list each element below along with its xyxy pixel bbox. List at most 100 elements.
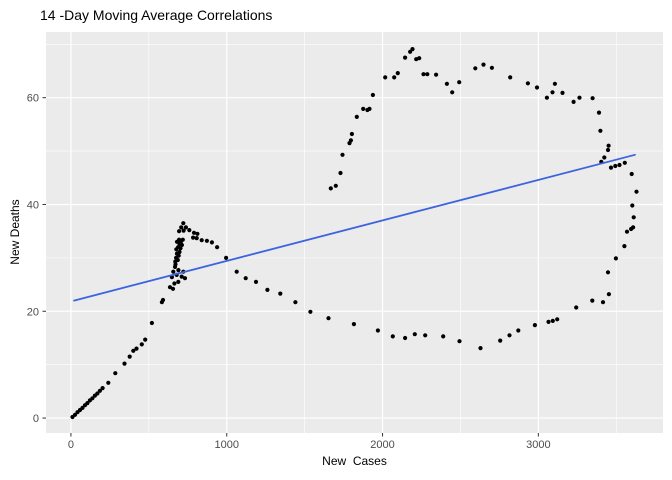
data-point — [444, 81, 449, 86]
data-point — [412, 332, 417, 337]
data-point — [194, 236, 199, 241]
x-axis-title: New Cases — [322, 454, 387, 468]
data-point — [347, 141, 352, 146]
data-point — [423, 333, 428, 338]
data-point — [622, 160, 627, 165]
data-point — [634, 189, 639, 194]
data-point — [171, 269, 176, 274]
data-point — [338, 170, 343, 176]
data-point — [606, 292, 612, 297]
data-point — [596, 110, 602, 115]
data-point — [181, 221, 186, 226]
data-point — [489, 65, 494, 70]
data-point — [608, 165, 614, 170]
data-point — [478, 346, 483, 351]
data-point — [600, 300, 606, 305]
x-tick-label: 0 — [68, 439, 74, 451]
data-point — [421, 72, 426, 77]
data-point — [617, 162, 622, 168]
data-point — [170, 286, 176, 291]
data-point — [293, 300, 298, 305]
data-point — [410, 47, 415, 52]
data-point — [622, 244, 627, 249]
data-point — [574, 305, 579, 310]
data-point — [613, 163, 618, 169]
data-point — [191, 235, 196, 240]
data-point — [550, 318, 555, 323]
data-point — [606, 143, 611, 148]
y-tick-label: 40 — [27, 199, 39, 211]
data-point — [375, 328, 380, 333]
data-point — [351, 322, 356, 327]
data-point — [95, 391, 100, 396]
data-point — [80, 405, 85, 410]
data-point — [544, 95, 550, 100]
data-point — [177, 249, 182, 255]
data-point — [403, 335, 408, 341]
data-point — [187, 228, 192, 233]
data-point — [199, 238, 204, 243]
data-point — [127, 354, 132, 359]
data-point — [450, 90, 455, 95]
data-point — [598, 128, 603, 133]
data-point — [425, 72, 430, 77]
y-tick-label: 60 — [27, 93, 39, 105]
data-point — [552, 81, 558, 86]
data-point — [85, 401, 90, 406]
data-point — [97, 388, 102, 393]
data-point — [333, 183, 338, 188]
x-tick-label: 2000 — [370, 439, 394, 451]
data-point — [508, 75, 513, 80]
data-point — [177, 229, 182, 234]
data-point — [408, 49, 413, 54]
data-point — [534, 85, 540, 90]
data-point — [590, 298, 595, 303]
data-point — [113, 371, 118, 376]
y-tick-label: 20 — [27, 306, 39, 318]
data-point — [555, 317, 560, 322]
data-point — [179, 274, 184, 279]
data-point — [571, 99, 576, 104]
data-point — [507, 333, 512, 338]
data-point — [516, 328, 521, 333]
data-point — [243, 276, 248, 281]
data-point — [172, 281, 177, 286]
data-point — [326, 316, 331, 321]
data-point — [173, 262, 178, 267]
data-point — [560, 90, 565, 95]
data-point — [175, 257, 180, 263]
data-point — [215, 245, 220, 250]
data-point — [481, 62, 486, 67]
data-point — [631, 225, 636, 230]
data-point — [253, 279, 259, 284]
data-point — [278, 291, 283, 296]
data-point — [160, 297, 166, 303]
data-point — [340, 152, 345, 157]
data-point — [403, 55, 408, 60]
data-point — [414, 57, 419, 62]
data-point — [179, 225, 184, 230]
y-tick-label: 0 — [33, 413, 39, 425]
data-point — [370, 92, 375, 98]
data-point — [106, 380, 111, 385]
data-point — [473, 66, 478, 71]
data-point — [383, 75, 388, 80]
data-point — [577, 95, 582, 100]
data-point — [390, 334, 395, 339]
data-point — [392, 75, 397, 80]
data-point — [209, 240, 214, 245]
data-point — [361, 106, 366, 111]
data-point — [183, 225, 188, 230]
data-point — [532, 323, 538, 328]
data-point — [149, 320, 154, 326]
data-point — [546, 319, 551, 324]
data-point — [605, 147, 611, 153]
data-point — [354, 114, 359, 119]
data-point — [525, 81, 531, 86]
data-point — [180, 237, 185, 242]
data-point — [550, 90, 555, 95]
data-point — [72, 412, 78, 417]
data-point — [134, 346, 139, 351]
